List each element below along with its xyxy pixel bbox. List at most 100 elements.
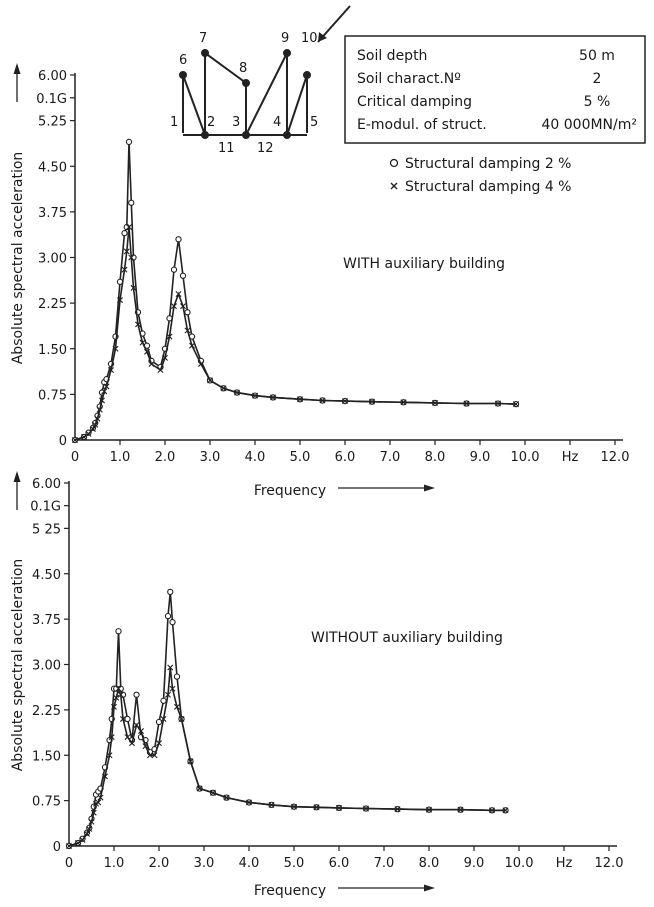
data-point-cross	[120, 715, 126, 722]
cross-stroke	[139, 339, 146, 346]
data-point-cross	[178, 715, 185, 722]
data-point-cross	[85, 430, 92, 437]
data-point-circle	[170, 266, 178, 273]
cross-stroke	[157, 367, 164, 374]
cross-stroke	[128, 254, 135, 261]
x-tick-label: 5.0	[284, 856, 305, 871]
data-point-cross	[108, 734, 115, 741]
param-label: Soil charact.Nº	[357, 71, 461, 87]
y-tick-label: 6.00	[38, 69, 67, 84]
y-tick-label: 2.25	[32, 704, 61, 719]
cross-stroke	[108, 367, 114, 374]
x-tick-label: 8.0	[425, 450, 446, 465]
cross-stroke	[291, 803, 297, 810]
cross-stroke	[85, 430, 92, 437]
data-point-cross	[220, 385, 227, 392]
y-tick-label: 2.25	[38, 297, 67, 312]
cross-stroke	[92, 421, 99, 428]
x-tick-label: 1.0	[110, 450, 131, 465]
param-value: 2	[593, 71, 602, 87]
cross-stroke	[270, 394, 276, 401]
structure-node	[242, 79, 250, 87]
cross-stroke	[113, 694, 120, 701]
structure-diagram	[179, 5, 351, 139]
cross-stroke	[102, 773, 108, 780]
structure-node-label: 2	[207, 115, 215, 130]
cross-stroke	[336, 804, 342, 811]
data-point-cross	[124, 734, 131, 741]
data-point-cross	[148, 360, 155, 367]
cross-stroke	[97, 794, 104, 801]
data-point-circle	[173, 673, 181, 680]
y-tick-label: 0.75	[32, 795, 61, 810]
cross-stroke	[66, 843, 72, 849]
cross-stroke	[210, 789, 216, 796]
data-point-cross	[167, 664, 174, 671]
x-tick-label: 6.0	[329, 856, 350, 871]
y-tick-label: 1.50	[38, 343, 67, 358]
y-tick-label: 0	[53, 840, 61, 855]
structure-node-label: 7	[199, 31, 207, 46]
cross-stroke	[463, 400, 470, 407]
x-tick-label: 0	[71, 450, 79, 465]
data-point-cross	[180, 303, 186, 310]
structure-node-label: 12	[257, 141, 274, 156]
x-tick-label: 8.0	[419, 856, 440, 871]
data-point-cross	[72, 437, 78, 443]
data-point-cross	[95, 799, 102, 806]
data-point-circle	[155, 718, 163, 726]
data-point-cross	[291, 803, 297, 810]
y-tick-label: 3.00	[32, 659, 61, 674]
data-point-circle	[164, 612, 172, 620]
cross-stroke	[96, 406, 103, 413]
data-point-cross	[189, 342, 195, 349]
structure-node	[283, 131, 291, 139]
structure-node	[242, 131, 250, 139]
y-tick-label: 3.75	[32, 613, 61, 628]
data-point-cross	[363, 805, 369, 812]
cross-stroke	[160, 715, 167, 722]
y-axis-title: Absolute spectral acceleration	[10, 559, 26, 772]
structure-node	[283, 49, 291, 57]
data-point-circle	[124, 715, 131, 723]
structure-node-label: 9	[281, 31, 289, 46]
y-tick-label: 0.1G	[30, 500, 61, 515]
data-point-cross	[81, 433, 87, 440]
cross-stroke	[72, 437, 78, 443]
cross-stroke	[121, 266, 128, 273]
data-point-circle	[175, 236, 182, 243]
cross-stroke	[246, 799, 252, 806]
x-tick-label: Hz	[556, 856, 573, 871]
data-point-cross	[123, 248, 130, 255]
data-point-cross	[112, 345, 119, 352]
cross-stroke	[363, 805, 369, 812]
cross-stroke	[81, 433, 87, 440]
cross-stroke	[123, 248, 130, 255]
y-axis-title-arrowhead	[13, 471, 21, 482]
cross-stroke	[111, 703, 117, 710]
data-point-cross	[297, 396, 303, 403]
data-point-cross	[138, 728, 144, 735]
data-point-cross	[171, 303, 177, 310]
x-tick-label: 0	[65, 856, 73, 871]
data-point-cross	[184, 327, 191, 334]
cross-stroke	[84, 830, 90, 837]
data-point-cross	[144, 348, 150, 355]
data-point-cross	[133, 722, 140, 728]
x-tick-label: 2.0	[149, 856, 170, 871]
cross-stroke	[135, 321, 141, 328]
cross-stroke	[220, 385, 227, 392]
cross-stroke	[178, 715, 185, 722]
data-point-cross	[66, 843, 72, 849]
data-point-cross	[313, 804, 320, 811]
legend-circle-marker	[389, 158, 399, 168]
data-point-cross	[246, 799, 252, 806]
data-point-cross	[113, 694, 120, 701]
cross-stroke	[342, 398, 348, 405]
structure-node	[303, 71, 311, 79]
data-point-cross	[111, 703, 117, 710]
data-point-cross	[169, 685, 176, 692]
panel-without-auxiliary: 0 0.75 1.50 2.25 3.00 3.75 4.50 5 25 0.1G 6.00 0 1.…	[10, 471, 623, 899]
structure-node	[179, 71, 187, 79]
data-point-circle	[133, 691, 140, 698]
